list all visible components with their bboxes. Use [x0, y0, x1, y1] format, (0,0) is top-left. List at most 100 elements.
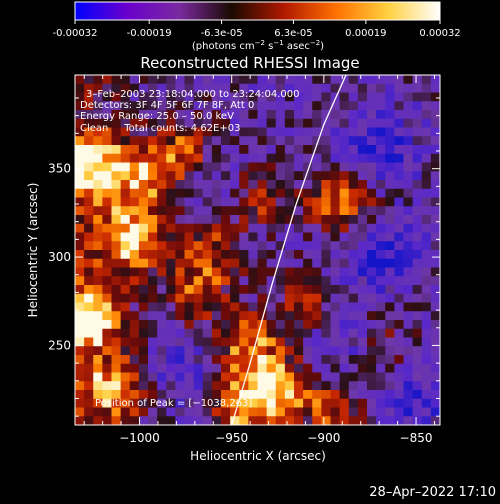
- heatmap-cell: [93, 416, 103, 425]
- heatmap-cell: [239, 398, 249, 409]
- heatmap-cell: [357, 75, 368, 85]
- heatmap-cell: [321, 337, 332, 347]
- heatmap-cell: [421, 302, 432, 312]
- heatmap-cell: [275, 83, 286, 94]
- heatmap-cell: [266, 197, 277, 207]
- heatmap-cell: [221, 302, 231, 312]
- heatmap-cell: [303, 118, 313, 129]
- heatmap-cell: [193, 250, 204, 260]
- heatmap-cell: [421, 337, 432, 347]
- heatmap-cell: [166, 320, 176, 330]
- heatmap-cell: [193, 407, 204, 417]
- heatmap-cell: [394, 302, 405, 312]
- heatmap-cell: [421, 346, 432, 356]
- heatmap-cell: [138, 75, 149, 85]
- heatmap-cell: [394, 197, 405, 207]
- heatmap-cell: [202, 188, 213, 199]
- heatmap-cell: [321, 276, 332, 286]
- heatmap-cell: [102, 293, 113, 304]
- heatmap-cell: [284, 232, 295, 242]
- heatmap-cell: [202, 328, 213, 339]
- heatmap-cell: [294, 92, 304, 102]
- heatmap-cell: [357, 127, 368, 137]
- heatmap-cell: [102, 180, 113, 190]
- heatmap-cell: [138, 390, 149, 400]
- heatmap-cell: [321, 83, 332, 94]
- heatmap-cell: [75, 92, 85, 102]
- heatmap-cell: [111, 311, 122, 321]
- heatmap-cell: [412, 398, 423, 409]
- heatmap-cell: [394, 398, 405, 409]
- heatmap-cell: [266, 381, 277, 391]
- heatmap-cell: [430, 381, 440, 391]
- heatmap-cell: [330, 83, 341, 94]
- heatmap-cell: [138, 381, 149, 391]
- heatmap-cell: [257, 101, 268, 111]
- heatmap-cell: [248, 355, 259, 365]
- heatmap-cell: [376, 197, 386, 207]
- heatmap-cell: [129, 136, 140, 146]
- heatmap-cell: [193, 285, 204, 295]
- heatmap-cell: [129, 320, 140, 330]
- heatmap-cell: [266, 127, 277, 137]
- heatmap-cell: [175, 110, 186, 120]
- heatmap-cell: [257, 162, 268, 172]
- heatmap-cell: [367, 337, 377, 347]
- heatmap-cell: [275, 258, 286, 269]
- heatmap-cell: [330, 302, 341, 312]
- heatmap-cell: [120, 206, 131, 216]
- heatmap-cell: [93, 232, 103, 242]
- colorbar-tick-label: -6.3e-05: [201, 28, 243, 39]
- heatmap-cell: [75, 337, 85, 347]
- heatmap-cell: [148, 171, 158, 181]
- heatmap-cell: [175, 75, 186, 85]
- heatmap-cell: [412, 83, 423, 94]
- heatmap-cell: [239, 293, 249, 304]
- heatmap-cell: [129, 250, 140, 260]
- heatmap-cell: [367, 197, 377, 207]
- heatmap-cell: [221, 285, 231, 295]
- heatmap-cell: [412, 328, 423, 339]
- heatmap-cell: [403, 381, 414, 391]
- heatmap-cell: [184, 153, 195, 164]
- heatmap-cell: [257, 197, 268, 207]
- heatmap-cell: [275, 381, 286, 391]
- heatmap-cell: [157, 302, 167, 312]
- heatmap-cell: [394, 267, 405, 277]
- heatmap-cell: [367, 355, 377, 365]
- heatmap-cell: [412, 197, 423, 207]
- heatmap-cell: [266, 180, 277, 190]
- heatmap-cell: [303, 311, 313, 321]
- heatmap-cell: [294, 197, 304, 207]
- heatmap-cell: [239, 267, 249, 277]
- heatmap-cell: [75, 136, 85, 146]
- heatmap-cell: [84, 180, 94, 190]
- heatmap-cell: [211, 346, 222, 356]
- heatmap-cell: [166, 285, 176, 295]
- heatmap-cell: [166, 92, 176, 102]
- heatmap-cell: [184, 83, 195, 94]
- heatmap-cell: [248, 118, 259, 129]
- heatmap-cell: [330, 276, 341, 286]
- heatmap-cell: [120, 390, 131, 400]
- heatmap-cell: [266, 346, 277, 356]
- heatmap-cell: [430, 215, 440, 225]
- heatmap-cell: [430, 197, 440, 207]
- heatmap-cell: [239, 311, 249, 321]
- heatmap-cell: [303, 180, 313, 190]
- heatmap-cell: [403, 346, 414, 356]
- heatmap-cell: [239, 162, 249, 172]
- heatmap-cell: [193, 355, 204, 365]
- heatmap-cell: [93, 241, 103, 251]
- heatmap-cell: [348, 355, 359, 365]
- heatmap-cell: [175, 101, 186, 111]
- heatmap-cell: [275, 188, 286, 199]
- heatmap-cell: [367, 153, 377, 164]
- heatmap-cell: [421, 416, 432, 425]
- heatmap-cell: [230, 136, 240, 146]
- heatmap-cell: [348, 197, 359, 207]
- heatmap-cell: [84, 171, 94, 181]
- heatmap-cell: [248, 145, 259, 155]
- heatmap-cell: [284, 101, 295, 111]
- heatmap-image: [75, 75, 440, 425]
